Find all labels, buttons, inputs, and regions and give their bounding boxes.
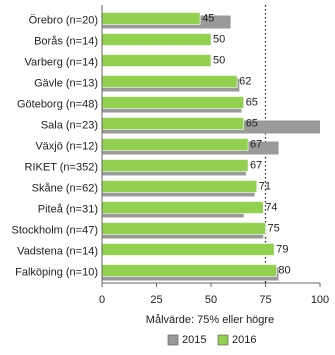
legend-label: 2015	[182, 334, 206, 346]
y-tick-label: Gävle (n=13)	[34, 77, 98, 89]
data-label: 62	[239, 75, 251, 87]
data-label: 71	[259, 180, 271, 192]
bar	[101, 96, 244, 109]
data-label: 65	[246, 96, 258, 108]
y-tick-label: Piteå (n=31)	[38, 203, 98, 215]
data-label: 50	[213, 54, 225, 66]
bar	[101, 159, 249, 172]
y-tick-label: Växjö (n=12)	[35, 140, 98, 152]
target-label: Målvärde: 75% eller högre	[146, 314, 274, 326]
x-tick-label: 25	[150, 294, 162, 306]
bar	[101, 54, 212, 67]
x-tick-label: 100	[311, 294, 329, 306]
y-tick-label: Falköping (n=10)	[15, 266, 98, 278]
data-label: 80	[278, 264, 290, 276]
y-tick-label: RIKET (n=352)	[25, 161, 98, 173]
legend-label: 2016	[232, 334, 256, 346]
bar	[101, 12, 201, 25]
data-label: 65	[246, 117, 258, 129]
data-label: 67	[250, 159, 262, 171]
bar	[101, 264, 277, 277]
data-label: 45	[202, 12, 214, 24]
y-tick-label: Sala (n=23)	[41, 119, 98, 131]
x-tick-label: 50	[205, 294, 217, 306]
bar	[101, 201, 264, 214]
bar	[101, 222, 266, 235]
x-tick-label: 0	[99, 294, 105, 306]
data-label: 79	[276, 243, 288, 255]
legend-swatch	[167, 334, 179, 346]
bar	[101, 180, 258, 193]
y-tick-label: Varberg (n=14)	[25, 56, 98, 68]
y-tick-label: Borås (n=14)	[34, 35, 98, 47]
legend-swatch	[217, 334, 229, 346]
data-label: 67	[250, 138, 262, 150]
bar	[101, 138, 249, 151]
y-tick-label: Vadstena (n=14)	[17, 245, 98, 257]
y-tick-label: Skåne (n=62)	[32, 182, 98, 194]
bar	[101, 33, 212, 46]
y-tick-label: Örebro (n=20)	[29, 14, 98, 26]
bar	[101, 117, 244, 130]
y-tick-label: Stockholm (n=47)	[11, 224, 98, 236]
bar	[101, 75, 238, 88]
data-label: 74	[265, 201, 277, 213]
bar	[101, 243, 275, 256]
y-tick-label: Göteborg (n=48)	[17, 98, 98, 110]
x-tick-label: 75	[259, 294, 271, 306]
data-label: 75	[268, 222, 280, 234]
data-label: 50	[213, 33, 225, 45]
